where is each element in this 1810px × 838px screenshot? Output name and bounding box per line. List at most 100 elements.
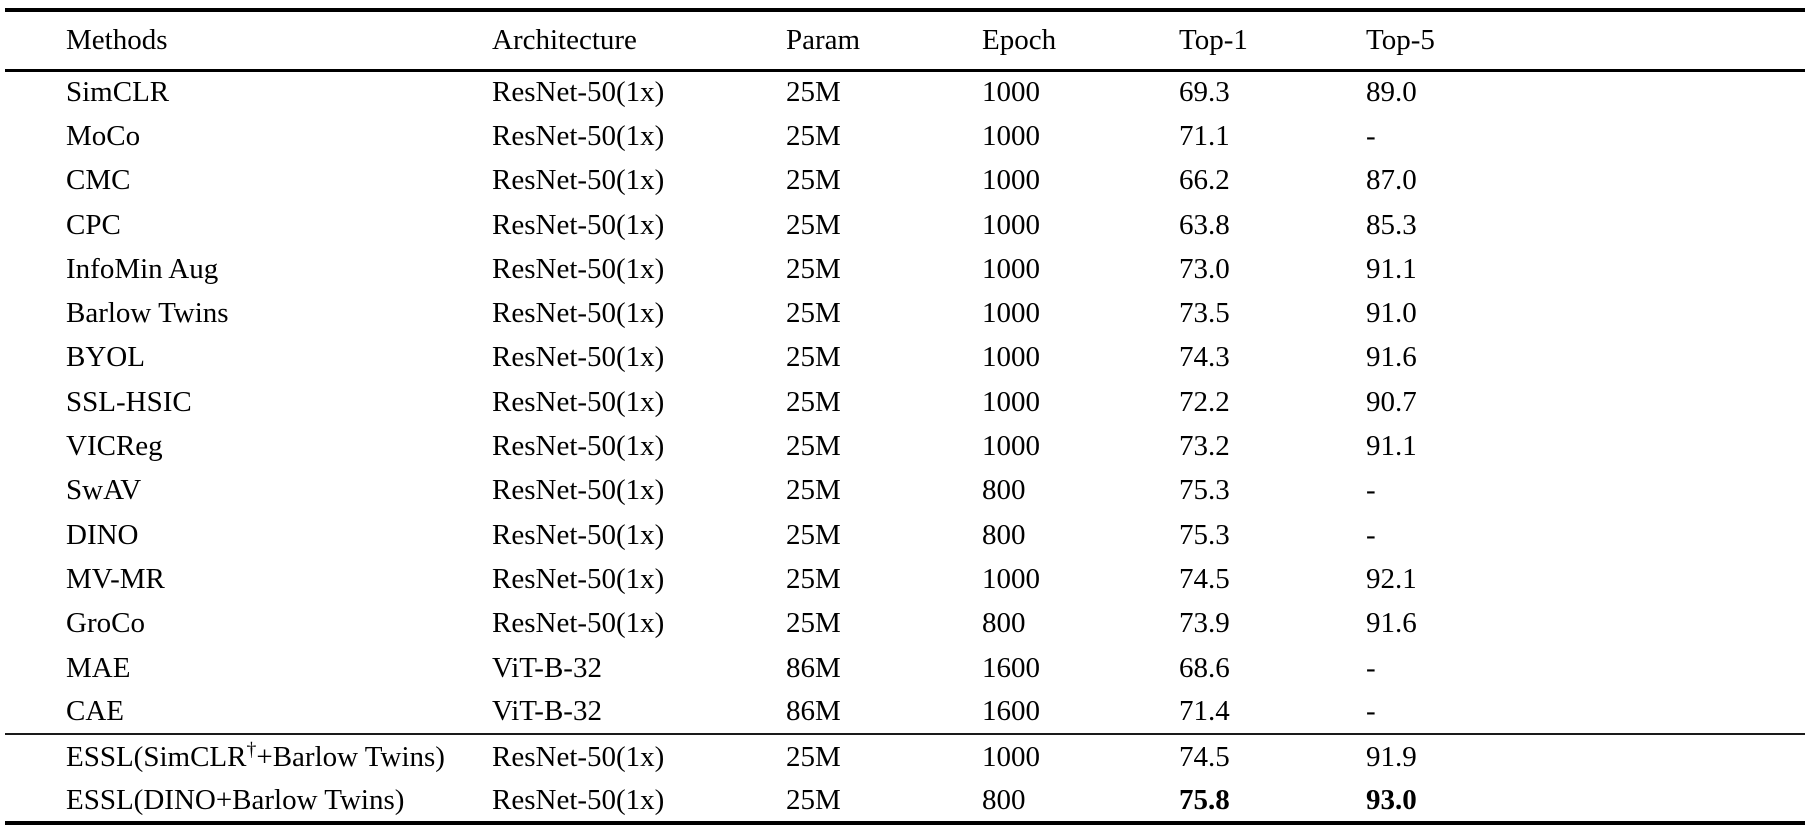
column-header-epoch: Epoch — [982, 23, 1057, 56]
cell-method: DINO — [66, 518, 139, 551]
cell-epoch: 800 — [982, 474, 1026, 507]
table-row: BYOL ResNet-50(1x) 25M 1000 74.3 91.6 — [5, 336, 1805, 380]
cell-epoch: 1000 — [982, 119, 1040, 152]
cell-top1: 75.3 — [1179, 474, 1230, 507]
essl-methods-section: ESSL(SimCLR†+Barlow Twins) ResNet-50(1x) 2… — [5, 734, 1805, 823]
cell-param: 86M — [786, 651, 841, 684]
cell-top1: 71.4 — [1179, 695, 1230, 728]
cell-param: 25M — [786, 385, 841, 418]
cell-architecture: ViT-B-32 — [492, 651, 602, 684]
cell-method: CMC — [66, 164, 131, 197]
cell-method: Barlow Twins — [66, 297, 229, 330]
cell-epoch: 800 — [982, 607, 1026, 640]
cell-epoch: 1600 — [982, 651, 1040, 684]
cell-top5: - — [1366, 119, 1376, 152]
table-row: SSL-HSIC ResNet-50(1x) 25M 1000 72.2 90.7 — [5, 380, 1805, 424]
table-row: SwAV ResNet-50(1x) 25M 800 75.3 - — [5, 469, 1805, 513]
cell-method: MV-MR — [66, 562, 165, 595]
table-row: VICReg ResNet-50(1x) 25M 1000 73.2 91.1 — [5, 424, 1805, 468]
methods-comparison-table: Methods Architecture Param Epoch Top-1 T… — [5, 8, 1805, 826]
cell-epoch: 1000 — [982, 430, 1040, 463]
cell-epoch: 1000 — [982, 385, 1040, 418]
cell-architecture: ResNet-50(1x) — [492, 740, 665, 773]
cell-method: CPC — [66, 208, 121, 241]
cell-epoch: 1000 — [982, 164, 1040, 197]
cell-top1: 73.2 — [1179, 430, 1230, 463]
cell-architecture: ResNet-50(1x) — [492, 474, 665, 507]
cell-top1: 74.3 — [1179, 341, 1230, 374]
cell-architecture: ResNet-50(1x) — [492, 208, 665, 241]
cell-top1: 72.2 — [1179, 385, 1230, 418]
cell-architecture: ResNet-50(1x) — [492, 119, 665, 152]
cell-epoch: 1000 — [982, 297, 1040, 330]
cell-param: 25M — [786, 430, 841, 463]
cell-top1: 73.0 — [1179, 252, 1230, 285]
dagger-superscript: † — [246, 738, 257, 761]
column-header-methods: Methods — [66, 23, 168, 56]
column-header-architecture: Architecture — [492, 23, 637, 56]
cell-method: CAE — [66, 695, 124, 728]
cell-method: VICReg — [66, 430, 163, 463]
cell-method: ESSL(SimCLR†+Barlow Twins) — [66, 738, 445, 773]
cell-epoch: 1600 — [982, 695, 1040, 728]
cell-param: 25M — [786, 252, 841, 285]
cell-epoch: 800 — [982, 783, 1026, 816]
cell-method: ESSL(DINO+Barlow Twins) — [66, 783, 405, 816]
cell-param: 25M — [786, 474, 841, 507]
cell-param: 25M — [786, 297, 841, 330]
cell-param: 86M — [786, 695, 841, 728]
cell-top5: 92.1 — [1366, 562, 1417, 595]
table-header: Methods Architecture Param Epoch Top-1 T… — [5, 10, 1805, 70]
cell-top5: 87.0 — [1366, 164, 1417, 197]
table-row: InfoMin Aug ResNet-50(1x) 25M 1000 73.0 91.1 — [5, 247, 1805, 291]
table-row: ESSL(DINO+Barlow Twins) ResNet-50(1x) 25M 8… — [5, 779, 1805, 824]
cell-top5: - — [1366, 651, 1376, 684]
cell-param: 25M — [786, 783, 841, 816]
cell-architecture: ResNet-50(1x) — [492, 164, 665, 197]
cell-top5: 91.0 — [1366, 297, 1417, 330]
table-row: Barlow Twins ResNet-50(1x) 25M 1000 73.5 91.0 — [5, 291, 1805, 335]
cell-top1: 75.3 — [1179, 518, 1230, 551]
cell-param: 25M — [786, 119, 841, 152]
cell-top1: 68.6 — [1179, 651, 1230, 684]
table-row: GroCo ResNet-50(1x) 25M 800 73.9 91.6 — [5, 602, 1805, 646]
cell-top1: 66.2 — [1179, 164, 1230, 197]
cell-param: 25M — [786, 341, 841, 374]
cell-top5: 89.0 — [1366, 76, 1417, 109]
cell-top1: 73.5 — [1179, 297, 1230, 330]
cell-top5: 91.1 — [1366, 430, 1417, 463]
cell-top1: 73.9 — [1179, 607, 1230, 640]
cell-method: SimCLR — [66, 76, 170, 109]
cell-method: MoCo — [66, 119, 141, 152]
cell-architecture: ResNet-50(1x) — [492, 252, 665, 285]
table-row: ESSL(SimCLR†+Barlow Twins) ResNet-50(1x) 2… — [5, 734, 1805, 779]
cell-top1: 69.3 — [1179, 76, 1230, 109]
cell-top1: 74.5 — [1179, 562, 1230, 595]
column-header-param: Param — [786, 23, 861, 56]
cell-epoch: 1000 — [982, 76, 1040, 109]
cell-architecture: ResNet-50(1x) — [492, 76, 665, 109]
cell-epoch: 1000 — [982, 208, 1040, 241]
cell-param: 25M — [786, 76, 841, 109]
cell-architecture: ResNet-50(1x) — [492, 783, 665, 816]
table-row: CAE ViT-B-32 86M 1600 71.4 - — [5, 690, 1805, 734]
cell-top1: 63.8 — [1179, 208, 1230, 241]
cell-top5: - — [1366, 518, 1376, 551]
column-header-top5: Top-5 — [1366, 23, 1435, 56]
table-row: CMC ResNet-50(1x) 25M 1000 66.2 87.0 — [5, 159, 1805, 203]
cell-top5: 91.1 — [1366, 252, 1417, 285]
header-row: Methods Architecture Param Epoch Top-1 T… — [5, 10, 1805, 70]
cell-method: MAE — [66, 651, 131, 684]
table-row: CPC ResNet-50(1x) 25M 1000 63.8 85.3 — [5, 203, 1805, 247]
cell-top5: 90.7 — [1366, 385, 1417, 418]
cell-param: 25M — [786, 740, 841, 773]
cell-architecture: ResNet-50(1x) — [492, 562, 665, 595]
cell-epoch: 1000 — [982, 252, 1040, 285]
cell-param: 25M — [786, 607, 841, 640]
cell-top5: 91.9 — [1366, 740, 1417, 773]
cell-method: BYOL — [66, 341, 145, 374]
cell-top5: 85.3 — [1366, 208, 1417, 241]
cell-architecture: ResNet-50(1x) — [492, 607, 665, 640]
cell-param: 25M — [786, 562, 841, 595]
